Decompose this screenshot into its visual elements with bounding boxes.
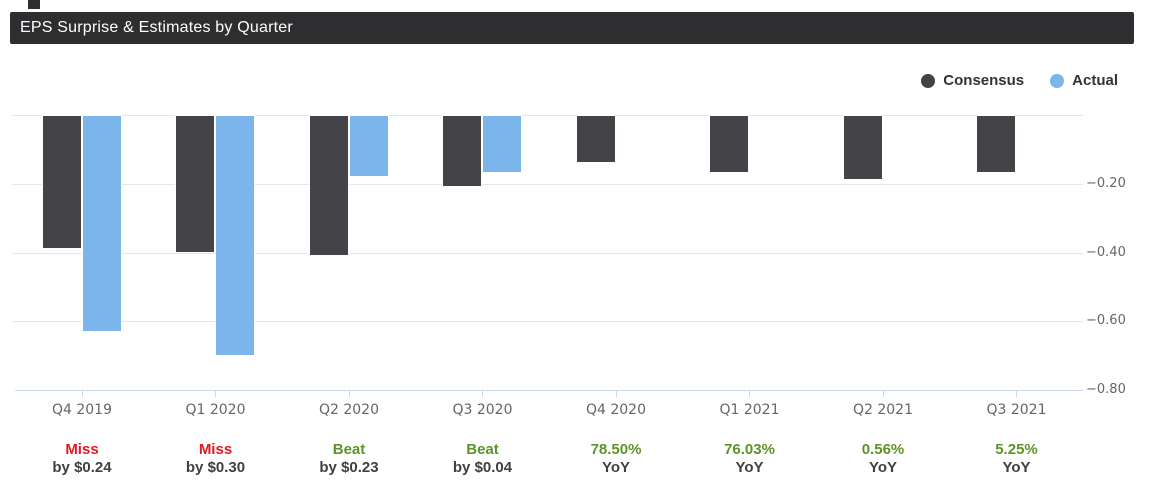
surprise-detail-q3-2020: by $0.04 [452,459,513,476]
x-axis-tick [348,390,350,397]
y-axis-label: −0.80 [1086,382,1126,397]
surprise-detail-q2-2020: by $0.23 [319,459,379,476]
x-axis-label-q3-2021: Q3 2021 [986,402,1047,418]
gridline [12,115,1083,116]
x-axis-tick [215,390,217,397]
x-axis-tick [1016,390,1018,397]
bar-consensus-q2-2020[interactable] [308,115,349,256]
surprise-label-q1-2021: 76.03% [724,441,775,458]
consensus-marker-icon [921,73,936,88]
actual-marker-icon [1050,73,1065,88]
legend-label-consensus: Consensus [943,72,1025,89]
x-axis-label-q4-2020: Q4 2020 [585,402,646,418]
x-axis-label-q1-2021: Q1 2021 [719,402,780,418]
chart-title-bar: EPS Surprise & Estimates by Quarter [10,12,1134,44]
x-axis-label-q2-2020: Q2 2020 [318,402,379,418]
surprise-detail-q1-2020: by $0.30 [185,459,246,476]
gridline [12,321,1083,323]
bar-consensus-q4-2019[interactable] [41,115,82,249]
surprise-label-q4-2020: 78.50% [590,441,642,458]
x-axis-tick [81,390,83,397]
y-axis-label: −0.40 [1086,244,1126,260]
surprise-label-q3-2021: 5.25% [995,441,1038,458]
gridline [12,252,1083,254]
bar-actual-q4-2019[interactable] [81,115,122,332]
surprise-detail-q2-2021: YoY [868,459,898,476]
x-axis-label-q4-2019: Q4 2019 [51,402,112,418]
bar-actual-q1-2020[interactable] [215,115,256,356]
surprise-label-q3-2020: Beat [466,441,499,458]
bar-actual-q3-2020[interactable] [482,115,523,173]
legend: Consensus Actual [921,72,1118,89]
gridline [12,183,1083,185]
legend-item-actual[interactable]: Actual [1050,72,1118,89]
x-axis-tick [882,390,884,397]
bar-consensus-q3-2020[interactable] [442,115,483,187]
surprise-detail-q3-2021: YoY [1002,459,1031,476]
x-axis-tick [482,390,484,397]
surprise-detail-q4-2019: by $0.24 [52,459,112,476]
surprise-detail-q1-2021: YoY [735,459,764,476]
y-axis-label: −0.20 [1086,175,1126,191]
surprise-detail-q4-2020: YoY [601,459,631,476]
x-axis-label-q3-2020: Q3 2020 [452,402,513,418]
top-left-artifact [28,0,40,9]
x-axis-line [15,390,1083,391]
surprise-label-q2-2020: Beat [332,441,366,458]
x-axis-tick [615,390,617,397]
bar-consensus-q3-2021[interactable] [976,115,1017,173]
bar-consensus-q4-2020[interactable] [575,115,616,163]
surprise-label-q2-2021: 0.56% [861,441,905,458]
y-axis-label: −0.60 [1086,313,1126,329]
x-axis-tick [749,390,751,397]
legend-label-actual: Actual [1072,72,1118,89]
x-axis-label-q1-2020: Q1 2020 [185,402,246,418]
bar-consensus-q1-2021[interactable] [709,115,750,173]
legend-item-consensus[interactable]: Consensus [921,72,1024,89]
chart-title: EPS Surprise & Estimates by Quarter [20,19,293,36]
surprise-label-q1-2020: Miss [198,441,233,458]
bar-consensus-q1-2020[interactable] [175,115,216,253]
bar-consensus-q2-2021[interactable] [842,115,883,180]
bar-actual-q2-2020[interactable] [348,115,389,177]
x-axis-label-q2-2021: Q2 2021 [852,402,913,418]
surprise-label-q4-2019: Miss [65,441,99,458]
